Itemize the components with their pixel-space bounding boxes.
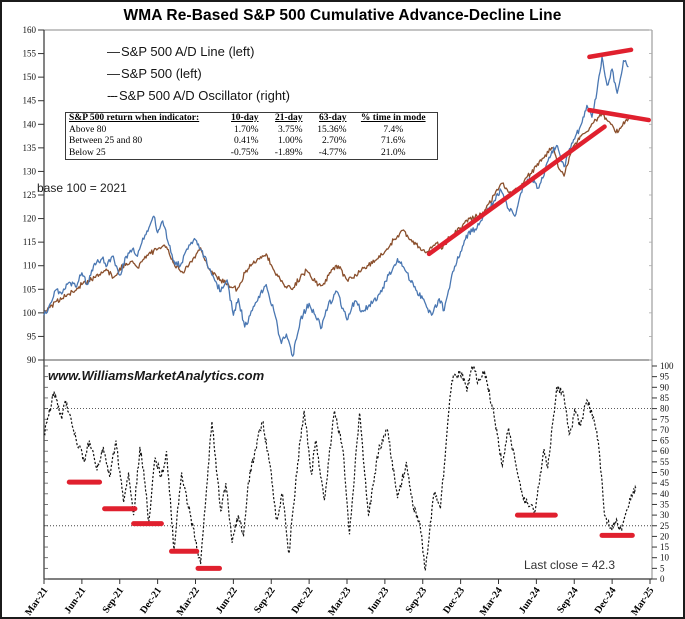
stats-cell: Above 80 xyxy=(69,124,107,135)
right-axis-label: 35 xyxy=(660,499,670,509)
stats-header-cell: 21-day xyxy=(275,113,303,123)
right-axis-label: 45 xyxy=(660,478,670,488)
stats-header-cell: S&P 500 return when indicator: xyxy=(69,113,200,123)
line-marker-icon: — xyxy=(107,66,120,81)
chart-title: WMA Re-Based S&P 500 Cumulative Advance-… xyxy=(123,7,562,24)
left-axis-label: 145 xyxy=(23,96,37,106)
table-row: Below 25 -0.75% -1.89% -4.77% 21.0% xyxy=(66,148,438,160)
table-row: Above 80 1.70% 3.75% 15.36% 7.4% xyxy=(66,125,438,137)
oscillator-series-path xyxy=(43,363,637,571)
stats-cell: 0.41% xyxy=(233,136,259,146)
x-axis-label: Dec-22 xyxy=(290,585,316,615)
legend-item-spx: — S&P 500 (left) xyxy=(107,63,290,85)
red-trendline xyxy=(587,47,634,60)
base-note: base 100 = 2021 xyxy=(37,181,127,195)
right-axis-label: 65 xyxy=(660,436,670,446)
left-axis-label: 135 xyxy=(23,143,37,153)
x-axis-label: Sep-21 xyxy=(101,585,127,615)
watermark: www.WilliamsMarketAnalytics.com xyxy=(48,368,265,383)
legend-label: S&P 500 (left) xyxy=(121,66,202,81)
stats-cell: Below 25 xyxy=(69,147,106,158)
x-axis-label: Sep-22 xyxy=(252,585,278,615)
x-axis-label: Jun-23 xyxy=(365,585,391,615)
x-axis-label: Mar-25 xyxy=(629,585,656,617)
left-axis-label: 110 xyxy=(23,261,37,271)
x-axis-label: Sep-24 xyxy=(555,585,581,615)
left-axis-label: 140 xyxy=(23,119,37,129)
right-axis-label: 10 xyxy=(660,553,670,563)
right-axis-label: 90 xyxy=(660,382,670,392)
line-marker-icon: — xyxy=(107,44,120,59)
right-axis-label: 85 xyxy=(660,393,670,403)
red-trendline xyxy=(587,107,651,123)
x-axis-label: Mar-21 xyxy=(23,585,50,617)
right-axis-label: 60 xyxy=(660,446,670,456)
right-axis-label: 70 xyxy=(660,425,670,435)
left-axis-label: 120 xyxy=(23,214,37,224)
left-axis-label: 150 xyxy=(23,72,37,82)
left-axis-label: 130 xyxy=(23,166,37,176)
left-axis-label: 125 xyxy=(23,190,37,200)
right-axis-label: 20 xyxy=(660,531,670,541)
stats-header-cell: 10-day xyxy=(231,113,259,123)
right-axis-label: 15 xyxy=(660,542,670,552)
stats-cell: -0.75% xyxy=(230,147,259,158)
stats-cell: -1.89% xyxy=(274,147,303,158)
left-axis-label: 105 xyxy=(23,284,37,294)
right-axis-label: 100 xyxy=(660,361,674,371)
x-axis-label: Jun-24 xyxy=(517,585,543,615)
right-axis-label: 30 xyxy=(660,510,670,520)
right-axis-label: 5 xyxy=(660,563,665,573)
x-axis-label: Jun-22 xyxy=(214,585,240,615)
stats-cell: 1.70% xyxy=(233,124,259,135)
legend-label: S&P 500 A/D Oscillator (right) xyxy=(119,88,290,103)
stats-cell: -4.77% xyxy=(318,147,347,158)
last-close-label: Last close = 42.3 xyxy=(524,558,616,572)
stats-cell: 3.75% xyxy=(277,124,303,135)
right-axis-label: 55 xyxy=(660,457,670,467)
left-axis-label: 155 xyxy=(23,49,37,59)
left-axis-label: 90 xyxy=(27,355,37,365)
stats-header-row: S&P 500 return when indicator: 10-day 21… xyxy=(66,113,438,125)
right-axis-label: 95 xyxy=(660,372,670,382)
x-axis-label: Dec-24 xyxy=(593,585,619,615)
stats-cell: 7.4% xyxy=(383,124,404,135)
stats-cell: 71.6% xyxy=(380,136,406,146)
x-axis-label: Mar-22 xyxy=(175,585,202,617)
legend-item-oscillator: --- S&P 500 A/D Oscillator (right) xyxy=(107,85,290,107)
stats-header-cell: % time in mode xyxy=(360,113,426,123)
x-axis-label: Jun-21 xyxy=(62,585,88,615)
stats-cell: 1.00% xyxy=(277,136,303,146)
right-axis-label: 0 xyxy=(660,574,665,584)
left-axis-label: 160 xyxy=(23,25,37,35)
stats-header-cell: 63-day xyxy=(319,113,347,123)
left-axis-label: 115 xyxy=(23,237,37,247)
stats-cell: 21.0% xyxy=(380,147,406,158)
table-row: Between 25 and 80 0.41% 1.00% 2.70% 71.6… xyxy=(66,136,438,148)
right-axis-label: 50 xyxy=(660,468,670,478)
right-axis-label: 40 xyxy=(660,489,670,499)
right-axis-label: 25 xyxy=(660,521,670,531)
legend-label: S&P 500 A/D Line (left) xyxy=(121,44,255,59)
stats-cell: 15.36% xyxy=(317,124,347,135)
legend-item-ad-line: — S&P 500 A/D Line (left) xyxy=(107,41,290,63)
left-axis-label: 95 xyxy=(27,331,37,341)
stats-table: S&P 500 return when indicator: 10-day 21… xyxy=(65,112,438,160)
left-axis-label: 100 xyxy=(23,308,37,318)
right-axis-label: 75 xyxy=(660,414,670,424)
legend: — S&P 500 A/D Line (left) — S&P 500 (left)… xyxy=(107,41,290,107)
x-axis-label: Dec-21 xyxy=(138,585,164,615)
red-trendline xyxy=(426,124,607,257)
dashed-line-marker-icon: --- xyxy=(107,88,118,103)
x-axis-label: Sep-23 xyxy=(404,585,430,615)
x-axis-label: Mar-23 xyxy=(326,585,353,617)
stats-cell: 2.70% xyxy=(321,136,347,146)
stats-cell: Between 25 and 80 xyxy=(69,136,143,146)
x-axis-label: Dec-23 xyxy=(441,585,467,615)
x-axis-label: Mar-24 xyxy=(478,585,505,617)
spx-series-path xyxy=(43,112,630,314)
right-axis-label: 80 xyxy=(660,404,670,414)
